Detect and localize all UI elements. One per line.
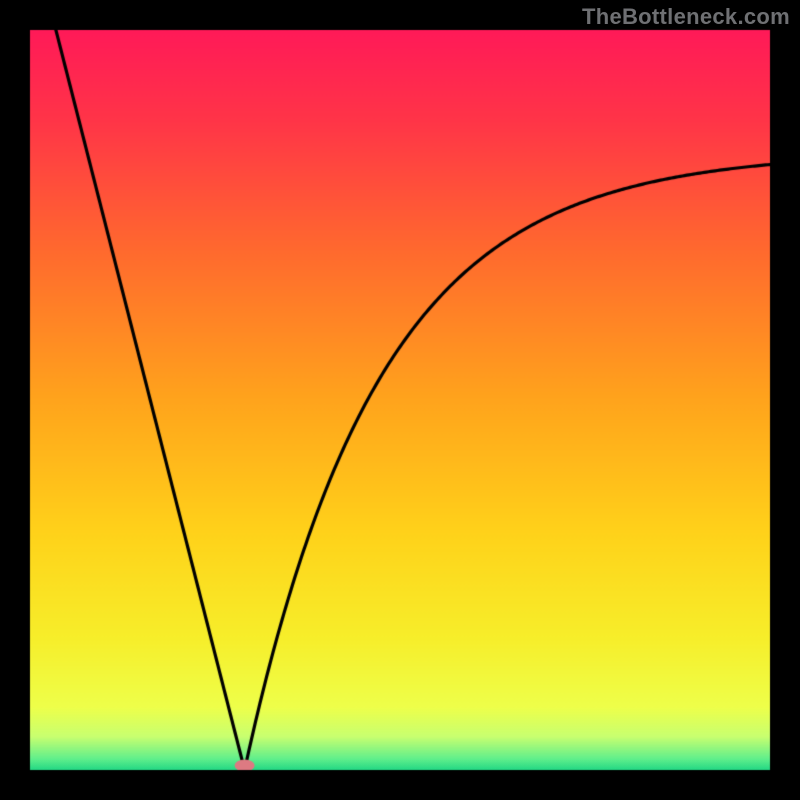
watermark-label: TheBottleneck.com: [582, 4, 790, 30]
chart-container: TheBottleneck.com: [0, 0, 800, 800]
bottleneck-curve-canvas: [0, 0, 800, 800]
